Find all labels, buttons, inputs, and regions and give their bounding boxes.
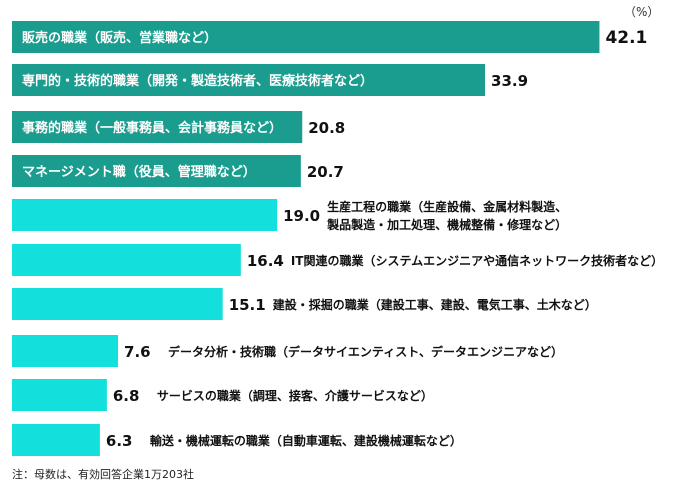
category-label-4-line2: 製品製造・加工処理、機械整備・修理など）: [326, 217, 567, 232]
bar-7: [12, 335, 119, 367]
bar-8: [12, 379, 107, 411]
value-label-9: 6.3: [106, 432, 133, 450]
value-label-0: 42.1: [605, 28, 647, 48]
category-label-0: 販売の職業（販売、営業職など）: [22, 30, 217, 46]
category-label-4: 生産工程の職業（生産設備、金属材料製造、: [327, 199, 567, 214]
bar-3: [12, 155, 301, 187]
value-label-1: 33.9: [491, 72, 528, 90]
category-label-1: 専門的・技術的職業（開発・製造技術者、医療技術者など）: [22, 73, 373, 89]
category-label-3: マネージメント職（役員、管理職など）: [22, 164, 256, 180]
bar-2: [12, 111, 303, 143]
value-label-4: 19.0: [283, 207, 320, 225]
value-label-8: 6.8: [113, 387, 140, 405]
category-label-6: 建設・採掘の職業（建設工事、建設、電気工事、土木など）: [272, 297, 597, 312]
value-label-7: 7.6: [124, 343, 151, 361]
value-label-2: 20.8: [308, 119, 345, 137]
category-label-5: IT関連の職業（システムエンジニアや通信ネットワーク技術者など）: [291, 253, 663, 268]
unit-label: （%）: [624, 5, 659, 19]
bar-1: [12, 64, 486, 96]
category-label-9: 輸送・機械運転の職業（自動車運転、建設機械運転など）: [150, 433, 462, 448]
bar-6: [12, 288, 223, 320]
value-label-3: 20.7: [307, 163, 344, 181]
bar-0: [12, 21, 600, 53]
category-label-2: 事務的職業（一般事務員、会計事務員など）: [22, 120, 282, 136]
value-label-6: 15.1: [229, 296, 266, 314]
footnote: 注：母数は、有効回答企業1万203社: [12, 467, 194, 481]
bar-4: [12, 199, 278, 231]
bar-5: [12, 244, 241, 276]
value-label-5: 16.4: [247, 252, 284, 270]
bar-9: [12, 424, 100, 456]
bars-group: 販売の職業（販売、営業職など） 42.1 専門的・技術的職業（開発・製造技術者、医療…: [12, 21, 663, 456]
category-label-8: サービスの職業（調理、接客、介護サービスなど）: [157, 388, 433, 403]
category-label-7: データ分析・技術職（データサイエンティスト、データエンジニアなど）: [168, 344, 563, 359]
